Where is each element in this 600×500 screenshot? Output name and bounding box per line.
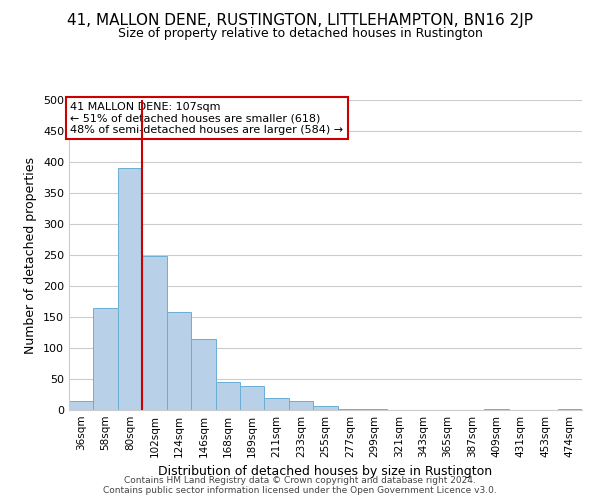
- Bar: [265, 398, 289, 410]
- Bar: [240, 386, 265, 410]
- Y-axis label: Number of detached properties: Number of detached properties: [25, 156, 37, 354]
- Bar: [118, 168, 142, 410]
- Bar: [484, 409, 509, 410]
- Text: Size of property relative to detached houses in Rustington: Size of property relative to detached ho…: [118, 28, 482, 40]
- Bar: [215, 382, 240, 410]
- Bar: [313, 406, 338, 410]
- Bar: [94, 308, 118, 410]
- Text: 41 MALLON DENE: 107sqm
← 51% of detached houses are smaller (618)
48% of semi-de: 41 MALLON DENE: 107sqm ← 51% of detached…: [70, 102, 343, 134]
- Bar: [289, 400, 313, 410]
- Bar: [191, 340, 215, 410]
- X-axis label: Distribution of detached houses by size in Rustington: Distribution of detached houses by size …: [158, 466, 493, 478]
- Bar: [69, 402, 94, 410]
- Text: Contains HM Land Registry data © Crown copyright and database right 2024.
Contai: Contains HM Land Registry data © Crown c…: [103, 476, 497, 495]
- Bar: [167, 312, 191, 410]
- Text: 41, MALLON DENE, RUSTINGTON, LITTLEHAMPTON, BN16 2JP: 41, MALLON DENE, RUSTINGTON, LITTLEHAMPT…: [67, 12, 533, 28]
- Bar: [142, 256, 167, 410]
